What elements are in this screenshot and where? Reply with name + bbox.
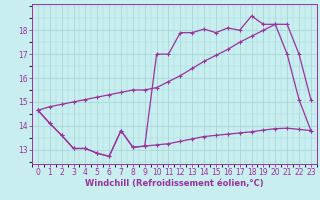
X-axis label: Windchill (Refroidissement éolien,°C): Windchill (Refroidissement éolien,°C) [85, 179, 264, 188]
